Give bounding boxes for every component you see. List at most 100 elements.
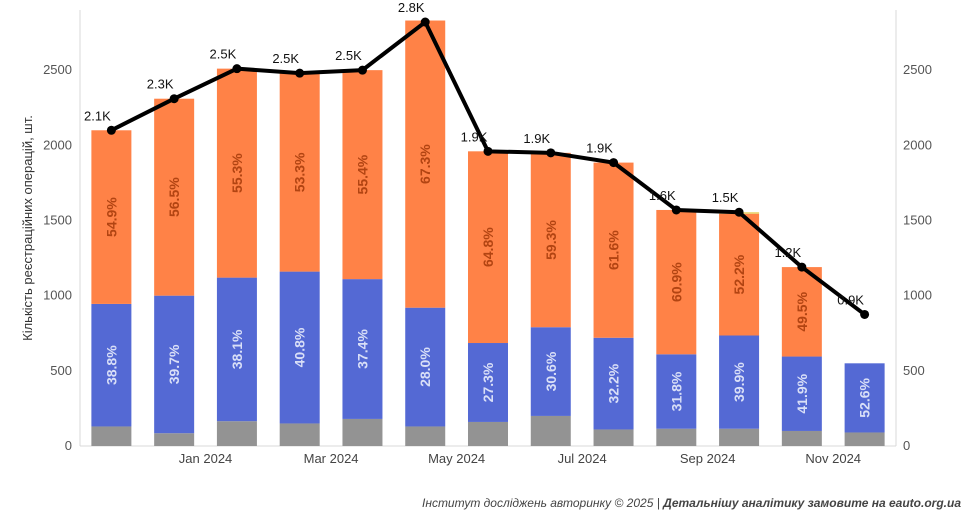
totals-point [295, 68, 305, 78]
segment-label-blue: 37.4% [354, 329, 370, 369]
x-tick-label: Nov 2024 [805, 451, 861, 466]
bar-segment-blue [279, 271, 320, 424]
bar-segment-blue [342, 279, 383, 419]
bar-segment-blue [468, 343, 508, 422]
bar-segment-blue [844, 363, 885, 433]
x-tick-label: Jul 2024 [558, 451, 607, 466]
bar-segment-gray [91, 426, 132, 446]
totals-label: 1.6K [649, 188, 676, 203]
bar-segment-blue [154, 295, 195, 434]
segment-label-orange: 55.3% [229, 153, 245, 193]
bar-segment-blue [593, 337, 634, 430]
totals-line-layer: 2.1K 2.3K 2.5K 2.5K 2.5K 2.8K 1.9K 1.9K 1.9K 1.6K… [84, 0, 870, 319]
segment-label-orange: 56.5% [166, 177, 182, 217]
totals-label: 1.9K [586, 141, 613, 156]
y-tick-label-right: 500 [903, 363, 925, 378]
bar-segment-gray [719, 428, 760, 446]
bar-segment-gray [154, 433, 195, 446]
segment-label-orange: 67.3% [417, 144, 433, 184]
bar-segment-gray [342, 418, 383, 446]
totals-label: 2.5K [272, 51, 299, 66]
y-axis-title: Кількість реєстраційних операцій, шт. [20, 115, 35, 341]
totals-point [420, 17, 430, 27]
bar-segment-blue [719, 335, 760, 429]
totals-point [546, 148, 556, 158]
bar-segment-orange [593, 162, 634, 338]
totals-point [860, 309, 870, 319]
bar-segment-orange [656, 209, 697, 355]
totals-label: 1.2K [774, 245, 801, 260]
bar-segment-orange [342, 70, 383, 280]
totals-point [483, 146, 493, 156]
y-tick-label-left: 1000 [43, 288, 72, 303]
bar-segment-blue [405, 307, 446, 427]
y-tick-label-right: 1000 [903, 288, 932, 303]
bar-segment-orange [154, 98, 195, 296]
segment-label-blue: 28.0% [417, 347, 433, 387]
totals-point [169, 94, 179, 104]
totals-point [734, 207, 744, 217]
bar-segment-orange [530, 152, 571, 328]
totals-label: 2.5K [335, 48, 362, 63]
segment-labels-layer: 38.8% 39.7% 38.1% 40.8% 37.4% 28.0% 27.3% 30.6%… [103, 144, 872, 418]
bar-segment-gray [279, 423, 320, 446]
totals-label: 2.8K [398, 0, 425, 15]
x-tick-label: Sep 2024 [680, 451, 736, 466]
segment-label-blue: 38.1% [229, 329, 245, 369]
segment-label-blue: 31.8% [668, 371, 684, 411]
totals-point [609, 158, 619, 168]
y-tick-label-left: 2500 [43, 62, 72, 77]
totals-point [106, 125, 116, 135]
y-tick-label-left: 0 [65, 438, 72, 453]
y-tick-label-right: 1500 [903, 212, 932, 227]
segment-label-orange: 60.9% [668, 262, 684, 302]
bar-segment-blue [216, 277, 257, 422]
y-tick-label-left: 500 [50, 363, 72, 378]
totals-label: 0.9K [837, 292, 864, 307]
bar-segment-gray [405, 426, 446, 446]
y-tick-label-left: 2000 [43, 137, 72, 152]
segment-label-blue: 32.2% [606, 363, 622, 403]
y-tick-label-left: 1500 [43, 212, 72, 227]
bar-segment-blue [530, 327, 571, 416]
bar-segment-gray [656, 428, 697, 446]
bar-segment-gray [593, 429, 634, 446]
totals-label: 1.9K [461, 129, 488, 144]
bar-segment-orange [216, 68, 257, 278]
segment-label-orange: 53.3% [292, 152, 308, 192]
bar-segment-blue [656, 354, 697, 429]
segment-label-blue: 39.7% [166, 344, 182, 384]
segment-label-orange: 55.4% [354, 154, 370, 194]
segment-label-orange: 64.8% [480, 227, 496, 267]
bars-layer [91, 20, 885, 446]
axis-layer: 0 0 500 500 1000 1000 1500 1500 2000 2000 2500 2500… [20, 62, 932, 466]
x-tick-label: May 2024 [428, 451, 485, 466]
bar-segment-orange [279, 73, 320, 272]
segment-label-blue: 27.3% [480, 362, 496, 402]
bar-segment-blue [781, 356, 822, 431]
bar-segment-gray [468, 421, 508, 446]
segment-label-blue: 30.6% [543, 351, 559, 391]
y-tick-label-right: 0 [903, 438, 910, 453]
totals-point [671, 205, 681, 215]
totals-point [232, 64, 242, 74]
segment-label-blue: 39.9% [731, 362, 747, 402]
segment-label-blue: 41.9% [794, 373, 810, 413]
bar-segment-orange [468, 151, 508, 344]
segment-label-orange: 52.2% [731, 254, 747, 294]
footer-source: Інститут досліджень авторинку © 2025 | [422, 496, 664, 510]
bar-segment-gray [530, 415, 571, 446]
bar-segment-blue [91, 303, 132, 427]
segment-label-orange: 61.6% [606, 230, 622, 270]
totals-label: 1.9K [523, 131, 550, 146]
totals-point [357, 65, 367, 75]
footer: Інститут досліджень авторинку © 2025 | Д… [422, 496, 961, 510]
totals-label: 1.5K [712, 190, 739, 205]
totals-label: 2.5K [210, 47, 237, 62]
segment-label-blue: 40.8% [292, 327, 308, 367]
segment-label-orange: 59.3% [543, 220, 559, 260]
totals-label: 2.1K [84, 108, 111, 123]
totals-point [797, 262, 807, 272]
bar-segment-orange [91, 130, 132, 304]
